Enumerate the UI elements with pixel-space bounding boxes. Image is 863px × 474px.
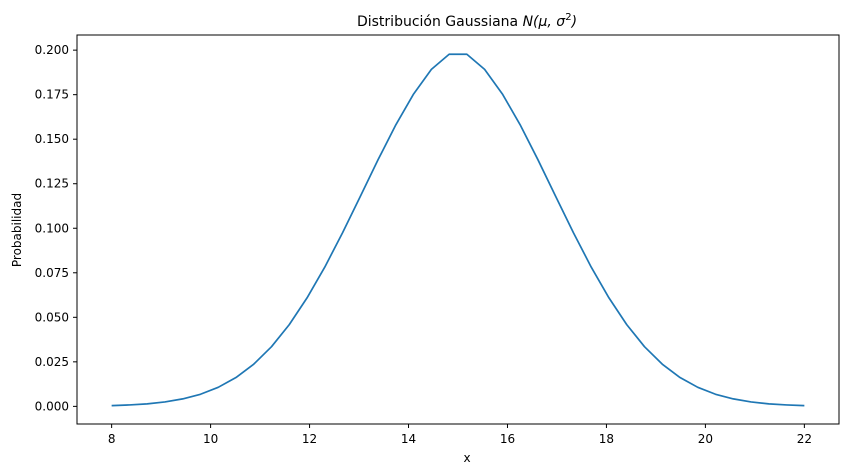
x-tick-label: 12 bbox=[302, 432, 317, 446]
y-tick-label: 0.175 bbox=[35, 88, 69, 102]
x-tick-label: 16 bbox=[500, 432, 515, 446]
plot-area bbox=[111, 53, 805, 407]
x-tick-label: 18 bbox=[599, 432, 614, 446]
x-axis-ticks: 8 10 12 14 16 18 20 22 bbox=[108, 424, 812, 446]
chart-title-superscript: 2 bbox=[565, 12, 571, 23]
chart-title: Distribución Gaussiana N(μ, σ2) bbox=[357, 12, 577, 30]
chart-title-math: N(μ, σ bbox=[523, 14, 567, 30]
y-tick-label: 0.125 bbox=[35, 177, 69, 191]
x-tick-label: 10 bbox=[203, 432, 218, 446]
y-tick-label: 0.100 bbox=[35, 221, 69, 235]
y-tick-label: 0.000 bbox=[35, 399, 69, 413]
x-tick-label: 14 bbox=[401, 432, 416, 446]
y-tick-label: 0.150 bbox=[35, 132, 69, 146]
x-tick-label: 8 bbox=[108, 432, 116, 446]
x-tick-label: 20 bbox=[698, 432, 713, 446]
chart-title-text: Distribución Gaussiana bbox=[357, 14, 523, 30]
y-tick-label: 0.025 bbox=[35, 355, 69, 369]
y-tick-label: 0.050 bbox=[35, 310, 69, 324]
x-axis-label: x bbox=[463, 451, 470, 465]
y-axis-label: Probabilidad bbox=[10, 193, 24, 267]
axes-frame bbox=[76, 34, 840, 425]
y-tick-label: 0.075 bbox=[35, 266, 69, 280]
series-line-0 bbox=[111, 53, 805, 407]
chart-title-math-end: ) bbox=[571, 14, 577, 30]
y-axis-ticks: 0.000 0.025 0.050 0.075 0.100 0.125 0.150 0.175… bbox=[35, 43, 77, 413]
x-tick-label: 22 bbox=[797, 432, 812, 446]
y-tick-label: 0.200 bbox=[35, 43, 69, 57]
